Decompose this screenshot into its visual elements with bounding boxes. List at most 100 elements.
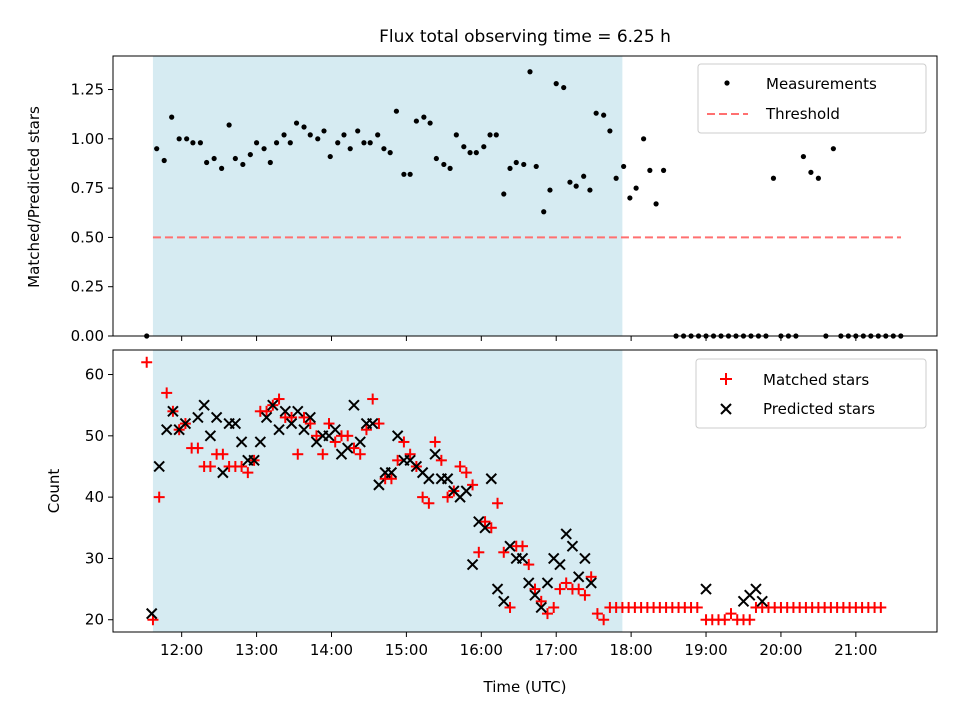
bottom-y-axis-label: Count [45,469,63,514]
observing-window-shade [152,350,623,632]
measurement-point [513,159,519,166]
measurement-point [307,132,313,138]
predicted-star-point [572,571,585,583]
predicted-star-point [479,522,491,534]
matched-star-point [725,608,737,620]
matched-star-point [442,491,454,503]
measurement-point [587,187,593,193]
predicted-star-point [498,595,510,608]
measurement-point [527,69,533,75]
measurement-point [613,175,619,181]
measurement-point [601,112,607,118]
measurement-point [407,171,413,177]
measurement-point [393,108,400,114]
measurement-point [387,150,393,156]
measurement-point [226,122,232,128]
x-tick-label: 18:00 [610,641,653,659]
predicted-star-point [254,436,267,448]
predicted-star-point [391,430,404,442]
measurement-point [830,146,836,152]
matched-star-point [141,356,153,368]
measurement-point [301,124,307,130]
matched-star-point [242,467,254,479]
measurement-point [441,161,447,168]
x-tick-label: 15:00 [385,641,428,659]
matched-star-point [261,405,273,417]
predicted-star-point [354,436,366,448]
measurement-point [660,167,667,173]
measurement-point [627,195,633,201]
predicted-star-point [441,473,454,485]
measurement-point [800,153,807,160]
predicted-star-point [292,405,304,418]
measurement-point [473,150,479,156]
measurement-point [287,140,293,146]
matched-star-point [479,516,491,528]
measurement-point [453,132,459,138]
measurement-point [581,173,587,179]
legend-measurements-label: Measurements [766,75,877,93]
measurement-point [321,128,327,134]
y-tick-label: 60 [85,366,104,384]
y-tick-label: 40 [85,488,104,506]
measurement-point [190,140,196,146]
matched-star-point [585,571,597,583]
matched-star-point [744,614,756,626]
y-tick-label: 0.50 [71,228,104,246]
measurement-point [281,132,287,138]
matched-star-point [323,418,335,430]
top-y-axis-label: Matched/Predicted stars [25,106,43,288]
predicted-star-point [279,405,291,418]
predicted-star-point [529,589,541,601]
predicted-star-point [248,454,260,467]
predicted-star-point [491,583,504,595]
measurement-point [553,81,559,87]
measurement-point [176,136,182,142]
measurement-point [547,187,553,193]
matched-star-point [560,577,572,589]
predicted-star-point [516,552,529,565]
matched-star-point [354,448,366,460]
predicted-star-point [204,430,217,442]
predicted-star-point [210,411,223,424]
legend-threshold-label: Threshold [765,105,840,123]
x-tick-label: 14:00 [310,641,353,659]
bottom-legend: Matched stars Predicted stars [695,358,927,429]
matched-star-point [385,473,397,485]
measurement-point [447,165,453,171]
predicted-star-point [756,595,768,608]
predicted-star-point [429,448,441,460]
matched-star-point [598,614,610,626]
y-tick-label: 1.25 [71,81,104,99]
measurement-point [219,165,225,171]
matched-star-point [298,411,310,423]
measurement-point [481,144,487,150]
predicted-star-point [179,417,192,430]
matched-star-point [875,601,887,613]
matched-star-point [236,460,248,472]
matched-star-point [392,454,404,466]
measurement-point [507,165,513,171]
top-chart-title: Flux total observing time = 6.25 h [379,27,671,47]
predicted-star-point [423,473,435,485]
predicted-star-point [192,411,204,424]
measurement-point [433,155,439,162]
y-tick-label: 20 [85,611,104,629]
matched-star-point [467,479,479,491]
matched-star-point [473,546,485,558]
measurement-point [154,146,160,152]
measurement-point [427,120,433,126]
matched-star-point [348,442,360,454]
matched-star-point [548,601,560,613]
predicted-star-point [298,423,310,436]
measurement-point [273,140,280,146]
measurement-point [541,209,547,215]
predicted-star-point [153,460,165,473]
predicted-star-point [198,399,210,411]
x-tick-label: 19:00 [684,641,727,659]
matched-star-point [192,442,204,454]
measurement-point [261,146,267,152]
matched-star-point [517,540,529,552]
matched-star-point [498,546,510,558]
measurement-point [413,118,419,124]
